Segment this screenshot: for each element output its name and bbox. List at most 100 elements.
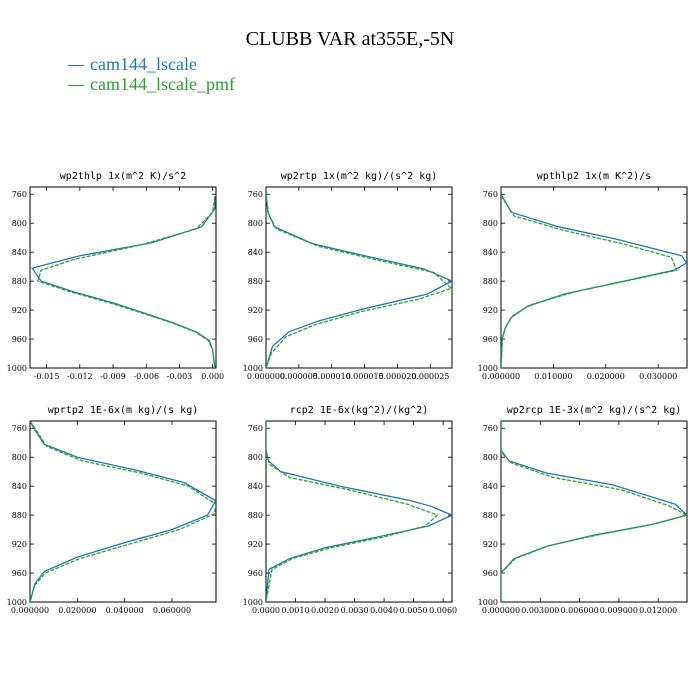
- series-line-lscale-pmf: [266, 421, 439, 602]
- y-tick-label: 840: [12, 248, 27, 257]
- x-tick-label: 0.0060: [429, 606, 457, 615]
- y-tick-label: 880: [483, 277, 498, 286]
- x-tick-label: 0.0050: [400, 606, 428, 615]
- y-tick-label: 800: [12, 453, 27, 462]
- x-tick-label: 0.000025: [411, 372, 449, 381]
- legend-line-swatch: [68, 65, 84, 67]
- x-tick-label: 0.0030: [341, 606, 369, 615]
- x-tick-label: 0.000000: [247, 372, 285, 381]
- y-tick-label: 800: [483, 453, 498, 462]
- plot-frame: [29, 420, 217, 603]
- y-tick-label: 920: [483, 306, 498, 315]
- x-tick-label: 0.003000: [521, 606, 559, 615]
- panel-5: rcp2 1E-6x(kg^2)/(kg^2) 760 800 840 880 920 96…: [243, 405, 458, 615]
- plot-frame: [265, 420, 453, 603]
- x-tick-label: 0.0000: [252, 606, 280, 615]
- y-tick-label: 760: [12, 424, 27, 433]
- panel-title: wprtp2 1E-6x(m kg)/(s kg): [48, 405, 199, 416]
- y-tick-label: 840: [248, 248, 263, 257]
- x-tick-label: 0.000015: [346, 372, 384, 381]
- panel-2: wp2rtp 1x(m^2 kg)/(s^2 kg) 760 800 840 880 92…: [243, 171, 453, 381]
- panel-title: wp2rcp 1E-3x(m^2 kg)/(s^2 kg): [507, 405, 682, 416]
- panel-4: wprtp2 1E-6x(m kg)/(s kg) 760 800 840 880 920…: [7, 405, 217, 615]
- x-tick-label: 0.000000: [482, 606, 520, 615]
- x-tick-label: 0.030000: [639, 372, 677, 381]
- x-tick-label: 0.012000: [639, 606, 677, 615]
- legend-label-lscale-pmf: cam144_lscale_pmf: [90, 74, 235, 94]
- x-tick-label: 0.0010: [282, 606, 310, 615]
- y-tick-label: 880: [483, 511, 498, 520]
- x-tick-label: 0.000000: [482, 372, 520, 381]
- y-tick-label: 880: [12, 511, 27, 520]
- y-tick-label: 880: [248, 277, 263, 286]
- y-tick-label: 760: [248, 190, 263, 199]
- series-line-lscale: [501, 421, 687, 602]
- y-tick-label: 840: [12, 482, 27, 491]
- x-tick-label: -0.006: [133, 372, 159, 381]
- plot-frame: [29, 186, 217, 369]
- x-tick-label: 0.010000: [534, 372, 572, 381]
- y-tick-label: 960: [248, 335, 263, 344]
- x-tick-label: 0.000020: [378, 372, 416, 381]
- x-tick-label: 0.000005: [280, 372, 318, 381]
- x-tick-label: 0.000000: [11, 606, 49, 615]
- x-tick-label: -0.012: [67, 372, 93, 381]
- y-tick-label: 1000: [7, 364, 27, 373]
- y-tick-label: 1000: [7, 598, 27, 607]
- series-line-lscale: [266, 194, 452, 368]
- plot-frame: [500, 420, 688, 603]
- y-tick-label: 800: [12, 219, 27, 228]
- panel-3: wpthlp2 1x(m K^2)/s 760 800 840 880 920 960 100…: [478, 171, 688, 381]
- series-line-lscale-pmf: [266, 194, 452, 368]
- y-tick-label: 920: [248, 306, 263, 315]
- series-line-lscale-pmf: [36, 196, 216, 368]
- x-tick-label: 0.000: [201, 372, 224, 381]
- y-tick-label: 880: [248, 511, 263, 520]
- series-line-lscale: [30, 421, 216, 602]
- y-tick-label: 960: [12, 335, 27, 344]
- y-tick-label: 760: [483, 424, 498, 433]
- x-tick-label: 0.060000: [153, 606, 191, 615]
- legend-label-lscale: cam144_lscale: [90, 54, 197, 74]
- y-tick-label: 920: [483, 540, 498, 549]
- y-tick-label: 760: [248, 424, 263, 433]
- y-tick-label: 880: [12, 277, 27, 286]
- panel-title: wp2thlp 1x(m^2 K)/s^2: [60, 171, 186, 182]
- x-tick-label: -0.003: [167, 372, 193, 381]
- y-tick-label: 960: [483, 569, 498, 578]
- x-tick-label: -0.009: [100, 372, 126, 381]
- x-tick-label: 0.020000: [587, 372, 625, 381]
- x-tick-label: -0.015: [34, 372, 60, 381]
- y-tick-label: 1000: [478, 364, 498, 373]
- legend-entry-lscale: cam144_lscale: [68, 54, 197, 74]
- y-tick-label: 800: [483, 219, 498, 228]
- y-tick-label: 760: [12, 190, 27, 199]
- y-tick-label: 840: [248, 482, 263, 491]
- y-tick-label: 1000: [243, 364, 263, 373]
- legend-line-swatch: [68, 85, 84, 87]
- x-tick-label: 0.040000: [106, 606, 144, 615]
- y-tick-label: 920: [12, 540, 27, 549]
- series-line-lscale: [266, 421, 452, 602]
- y-tick-label: 840: [483, 248, 498, 257]
- x-tick-label: 0.0020: [311, 606, 339, 615]
- x-tick-label: 0.000010: [313, 372, 351, 381]
- y-tick-label: 960: [12, 569, 27, 578]
- series-line-lscale: [31, 196, 216, 368]
- panel-title: wpthlp2 1x(m K^2)/s: [537, 171, 651, 182]
- panel-title: rcp2 1E-6x(kg^2)/(kg^2): [290, 405, 428, 416]
- panel-1: wp2thlp 1x(m^2 K)/s^2 760 800 840 880 920 960 1…: [7, 171, 224, 381]
- y-tick-label: 960: [248, 569, 263, 578]
- x-tick-label: 0.020000: [58, 606, 96, 615]
- y-tick-label: 920: [248, 540, 263, 549]
- x-tick-label: 0.0040: [370, 606, 398, 615]
- legend-entry-lscale-pmf: cam144_lscale_pmf: [68, 74, 235, 94]
- y-tick-label: 840: [483, 482, 498, 491]
- panel-6: wp2rcp 1E-3x(m^2 kg)/(s^2 kg) 760 800 840 88…: [478, 405, 688, 615]
- series-line-lscale-pmf: [501, 421, 687, 602]
- plot-frame: [265, 186, 453, 369]
- y-tick-label: 1000: [243, 598, 263, 607]
- y-tick-label: 760: [483, 190, 498, 199]
- page-title: CLUBB VAR at355E,-5N: [245, 28, 455, 50]
